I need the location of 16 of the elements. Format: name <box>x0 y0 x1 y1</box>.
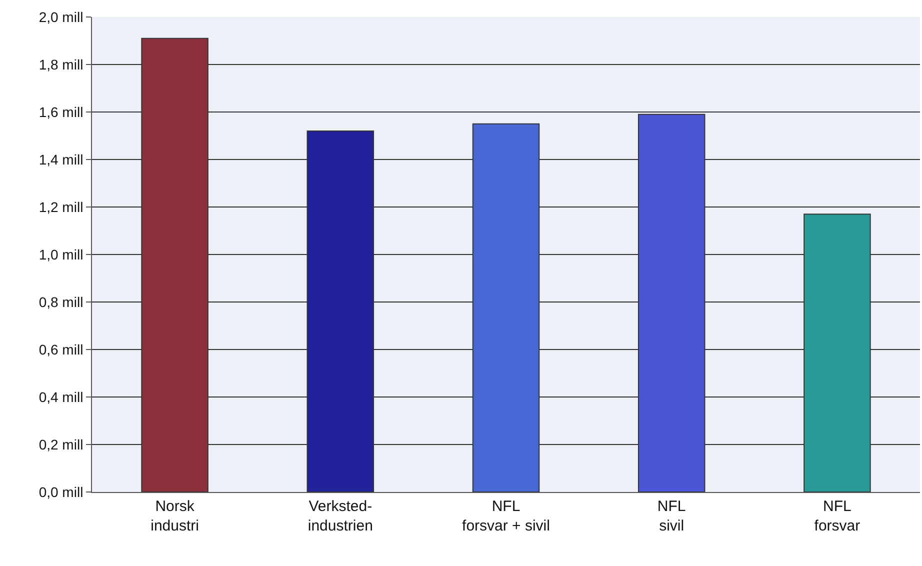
y-tick-label: 1,0 mill <box>38 246 84 262</box>
y-tick-label: 1,2 mill <box>38 198 84 215</box>
y-tick-label: 1,4 mill <box>38 151 84 168</box>
x-tick-label: Verksted- industrien <box>308 498 373 534</box>
y-tick-label: 2,0 mill <box>38 8 84 25</box>
x-tick-label: NFL forsvar <box>814 498 860 534</box>
y-tick-label: 0,6 mill <box>38 341 84 358</box>
x-tick-label: NFL forsvar + sivil <box>462 498 550 534</box>
y-tick-label: 1,6 mill <box>38 104 84 120</box>
y-tick-label: 0,4 mill <box>38 388 84 405</box>
y-tick-label: 0,0 mill <box>38 484 84 500</box>
y-tick-label: 1,8 mill <box>38 56 84 72</box>
x-tick-label: Norsk industri <box>150 498 199 534</box>
y-tick-label: 0,8 mill <box>38 294 84 310</box>
y-tick-label: 0,2 mill <box>38 436 84 452</box>
x-tick-label: NFL sivil <box>657 498 686 534</box>
